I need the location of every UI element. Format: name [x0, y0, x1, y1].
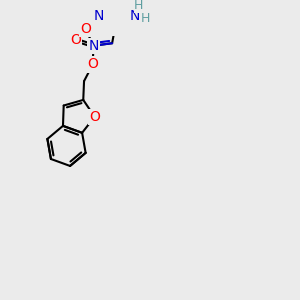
Text: N: N: [129, 9, 140, 23]
Text: O: O: [87, 58, 98, 71]
Text: H: H: [140, 12, 150, 25]
Text: O: O: [89, 110, 100, 124]
Text: O: O: [70, 33, 81, 47]
Text: O: O: [80, 22, 91, 36]
Text: N: N: [88, 39, 99, 53]
Text: H: H: [134, 0, 144, 12]
Text: N: N: [94, 9, 104, 23]
